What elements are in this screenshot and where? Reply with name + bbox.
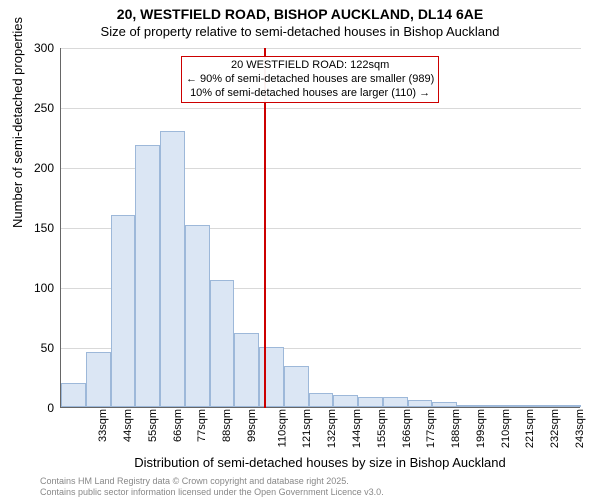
histogram-bar [507, 405, 532, 407]
xtick-label: 88sqm [221, 409, 233, 442]
xtick-label: 132sqm [326, 409, 338, 448]
footer-line-1: Contains HM Land Registry data © Crown c… [40, 476, 384, 487]
histogram-bar [234, 333, 259, 407]
xtick-label: 155sqm [376, 409, 388, 448]
annotation-box: 20 WESTFIELD ROAD: 122sqm← 90% of semi-d… [181, 56, 439, 103]
annotation-line: 20 WESTFIELD ROAD: 122sqm [186, 59, 434, 73]
ytick-label: 0 [14, 401, 54, 415]
ytick-label: 150 [14, 221, 54, 235]
xtick-label: 144sqm [351, 409, 363, 448]
xtick-label: 99sqm [246, 409, 258, 442]
ytick-label: 300 [14, 41, 54, 55]
annotation-line: ← 90% of semi-detached houses are smalle… [186, 73, 434, 87]
gridline [61, 48, 581, 49]
histogram-bar [135, 145, 160, 407]
histogram-bar [284, 366, 309, 407]
ytick-label: 100 [14, 281, 54, 295]
xtick-label: 121sqm [302, 409, 314, 448]
histogram-bar [86, 352, 111, 407]
histogram-bar [259, 347, 284, 407]
histogram-bar [333, 395, 358, 407]
histogram-bar [482, 405, 507, 407]
histogram-bar [160, 131, 185, 407]
xtick-label: 44sqm [122, 409, 134, 442]
ytick-label: 50 [14, 341, 54, 355]
chart-area: 05010015020025030033sqm44sqm55sqm66sqm77… [60, 48, 580, 408]
histogram-bar [185, 225, 210, 407]
x-axis-label: Distribution of semi-detached houses by … [60, 455, 580, 470]
gridline [61, 108, 581, 109]
footer-line-2: Contains public sector information licen… [40, 487, 384, 498]
xtick-label: 177sqm [425, 409, 437, 448]
xtick-label: 188sqm [450, 409, 462, 448]
xtick-label: 77sqm [196, 409, 208, 442]
footer-attribution: Contains HM Land Registry data © Crown c… [40, 476, 384, 498]
histogram-bar [309, 393, 334, 407]
histogram-bar [556, 405, 581, 407]
histogram-bar [432, 402, 457, 407]
ytick-label: 250 [14, 101, 54, 115]
xtick-label: 66sqm [172, 409, 184, 442]
histogram-bar [61, 383, 86, 407]
chart-title-block: 20, WESTFIELD ROAD, BISHOP AUCKLAND, DL1… [0, 0, 600, 39]
xtick-label: 55sqm [147, 409, 159, 442]
plot-region: 05010015020025030033sqm44sqm55sqm66sqm77… [60, 48, 580, 408]
histogram-bar [358, 397, 383, 407]
histogram-bar [210, 280, 235, 407]
xtick-label: 221sqm [524, 409, 536, 448]
histogram-bar [111, 215, 136, 407]
xtick-label: 110sqm [276, 409, 288, 447]
xtick-label: 210sqm [500, 409, 512, 448]
ytick-label: 200 [14, 161, 54, 175]
histogram-bar [408, 400, 433, 407]
xtick-label: 243sqm [574, 409, 586, 448]
histogram-bar [457, 405, 482, 407]
title-line-1: 20, WESTFIELD ROAD, BISHOP AUCKLAND, DL1… [0, 6, 600, 22]
histogram-bar [383, 397, 408, 407]
annotation-line: 10% of semi-detached houses are larger (… [186, 87, 434, 101]
title-line-2: Size of property relative to semi-detach… [0, 24, 600, 39]
xtick-label: 232sqm [549, 409, 561, 448]
xtick-label: 199sqm [475, 409, 487, 448]
xtick-label: 166sqm [401, 409, 413, 448]
xtick-label: 33sqm [97, 409, 109, 442]
histogram-bar [531, 405, 556, 407]
